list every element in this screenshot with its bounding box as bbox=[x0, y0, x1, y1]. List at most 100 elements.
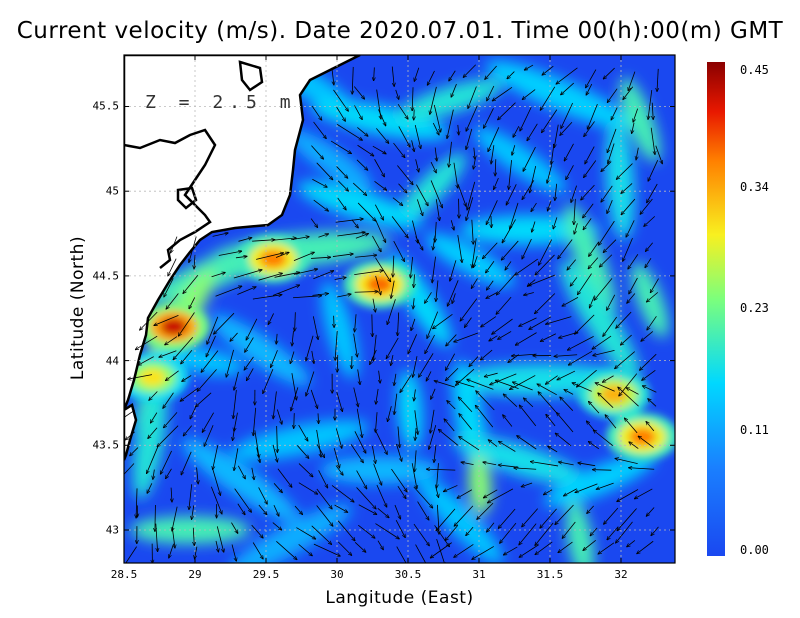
velocity-arrow bbox=[545, 375, 558, 385]
velocity-arrow bbox=[311, 257, 331, 258]
velocity-arrow bbox=[607, 128, 617, 153]
velocity-arrow bbox=[433, 313, 453, 328]
velocity-arrow bbox=[628, 71, 636, 91]
velocity-arrow bbox=[391, 216, 408, 238]
velocity-arrow bbox=[356, 159, 368, 171]
y-tick-label: 44.5 bbox=[92, 269, 120, 283]
velocity-arrow bbox=[166, 468, 172, 479]
velocity-arrow bbox=[512, 145, 516, 155]
y-tick-label: 45.5 bbox=[92, 99, 120, 113]
velocity-arrow bbox=[215, 540, 218, 552]
velocity-arrow bbox=[457, 184, 466, 207]
velocity-arrow bbox=[535, 293, 556, 313]
velocity-arrow bbox=[387, 299, 396, 324]
velocity-arrow bbox=[434, 444, 437, 463]
velocity-arrow bbox=[395, 520, 405, 537]
velocity-arrow bbox=[564, 390, 574, 395]
velocity-arrow bbox=[607, 294, 616, 311]
velocity-arrow bbox=[446, 334, 457, 347]
velocity-arrow bbox=[586, 69, 597, 88]
velocity-arrow bbox=[546, 414, 556, 427]
velocity-arrow bbox=[374, 180, 387, 190]
velocity-arrow bbox=[233, 389, 237, 419]
velocity-arrow bbox=[615, 458, 638, 464]
velocity-streak bbox=[473, 127, 567, 193]
velocity-arrow bbox=[335, 219, 364, 223]
velocity-arrow bbox=[450, 220, 454, 230]
velocity-arrow bbox=[316, 444, 325, 457]
velocity-arrow bbox=[445, 367, 459, 381]
velocity-arrow bbox=[583, 203, 594, 218]
velocity-streak bbox=[133, 380, 167, 500]
velocity-arrow bbox=[645, 257, 652, 268]
velocity-arrow bbox=[638, 436, 654, 448]
velocity-arrow bbox=[634, 488, 653, 499]
velocity-arrow bbox=[337, 541, 352, 556]
velocity-arrow bbox=[527, 123, 538, 141]
velocity-arrow bbox=[555, 504, 574, 525]
island-outline bbox=[176, 186, 198, 210]
velocity-arrow bbox=[555, 433, 572, 447]
y-tick-label: 44 bbox=[105, 354, 119, 368]
velocity-arrow bbox=[561, 102, 573, 129]
velocity-arrow bbox=[524, 292, 534, 295]
velocity-arrow bbox=[547, 200, 552, 211]
velocity-arrow bbox=[415, 159, 419, 172]
velocity-arrow bbox=[206, 335, 216, 357]
velocity-arrow bbox=[650, 127, 655, 155]
velocity-arrow bbox=[233, 427, 235, 441]
velocity-arrow bbox=[414, 274, 415, 287]
velocity-arrow bbox=[238, 238, 251, 242]
velocity-arrow bbox=[157, 425, 179, 447]
velocity-arrow bbox=[183, 425, 193, 436]
velocity-arrow bbox=[337, 354, 338, 372]
velocity-arrow bbox=[136, 488, 137, 518]
velocity-arrow bbox=[522, 508, 538, 527]
velocity-arrow bbox=[436, 280, 439, 301]
velocity-arrow bbox=[414, 410, 418, 434]
velocity-arrow bbox=[294, 413, 295, 428]
colorbar-tick-label: 0.34 bbox=[740, 180, 769, 194]
velocity-arrow bbox=[574, 314, 595, 334]
velocity-arrow bbox=[189, 236, 197, 263]
velocity-arrow bbox=[358, 524, 375, 538]
velocity-arrow bbox=[125, 431, 135, 440]
velocity-arrow bbox=[473, 158, 475, 169]
velocity-arrow bbox=[435, 199, 439, 221]
velocity-arrow bbox=[195, 392, 212, 407]
velocity-arrow bbox=[276, 541, 297, 559]
velocity-arrow bbox=[646, 507, 655, 516]
velocity-arrow bbox=[436, 539, 446, 563]
velocity-arrow bbox=[467, 181, 476, 210]
velocity-arrow bbox=[481, 316, 497, 328]
velocity-arrow bbox=[637, 540, 654, 554]
velocity-arrow bbox=[413, 523, 429, 546]
velocity-arrow bbox=[372, 314, 373, 336]
velocity-arrow bbox=[391, 468, 407, 492]
velocity-arrow bbox=[513, 125, 520, 137]
velocity-arrow bbox=[640, 198, 653, 214]
velocity-arrow bbox=[655, 145, 663, 164]
velocity-arrow bbox=[554, 355, 578, 357]
velocity-streak bbox=[566, 500, 594, 563]
velocity-arrow bbox=[532, 221, 536, 232]
velocity-arrow bbox=[246, 368, 254, 380]
velocity-arrow bbox=[416, 199, 422, 215]
velocity-streak bbox=[181, 438, 299, 522]
velocity-arrow bbox=[435, 147, 437, 161]
velocity-arrow bbox=[447, 401, 456, 410]
velocity-streak bbox=[452, 435, 588, 485]
velocity-arrow bbox=[443, 485, 458, 491]
velocity-arrow bbox=[171, 527, 175, 548]
velocity-arrow bbox=[298, 463, 313, 477]
velocity-arrow bbox=[273, 504, 279, 516]
velocity-arrow bbox=[397, 165, 413, 185]
velocity-arrow bbox=[626, 388, 639, 395]
velocity-arrow bbox=[466, 128, 473, 150]
velocity-arrow bbox=[498, 102, 516, 120]
velocity-arrow bbox=[561, 82, 575, 95]
velocity-arrow bbox=[374, 204, 383, 220]
velocity-arrow bbox=[165, 336, 178, 345]
velocity-arrow bbox=[596, 482, 614, 489]
velocity-arrow bbox=[393, 240, 405, 262]
